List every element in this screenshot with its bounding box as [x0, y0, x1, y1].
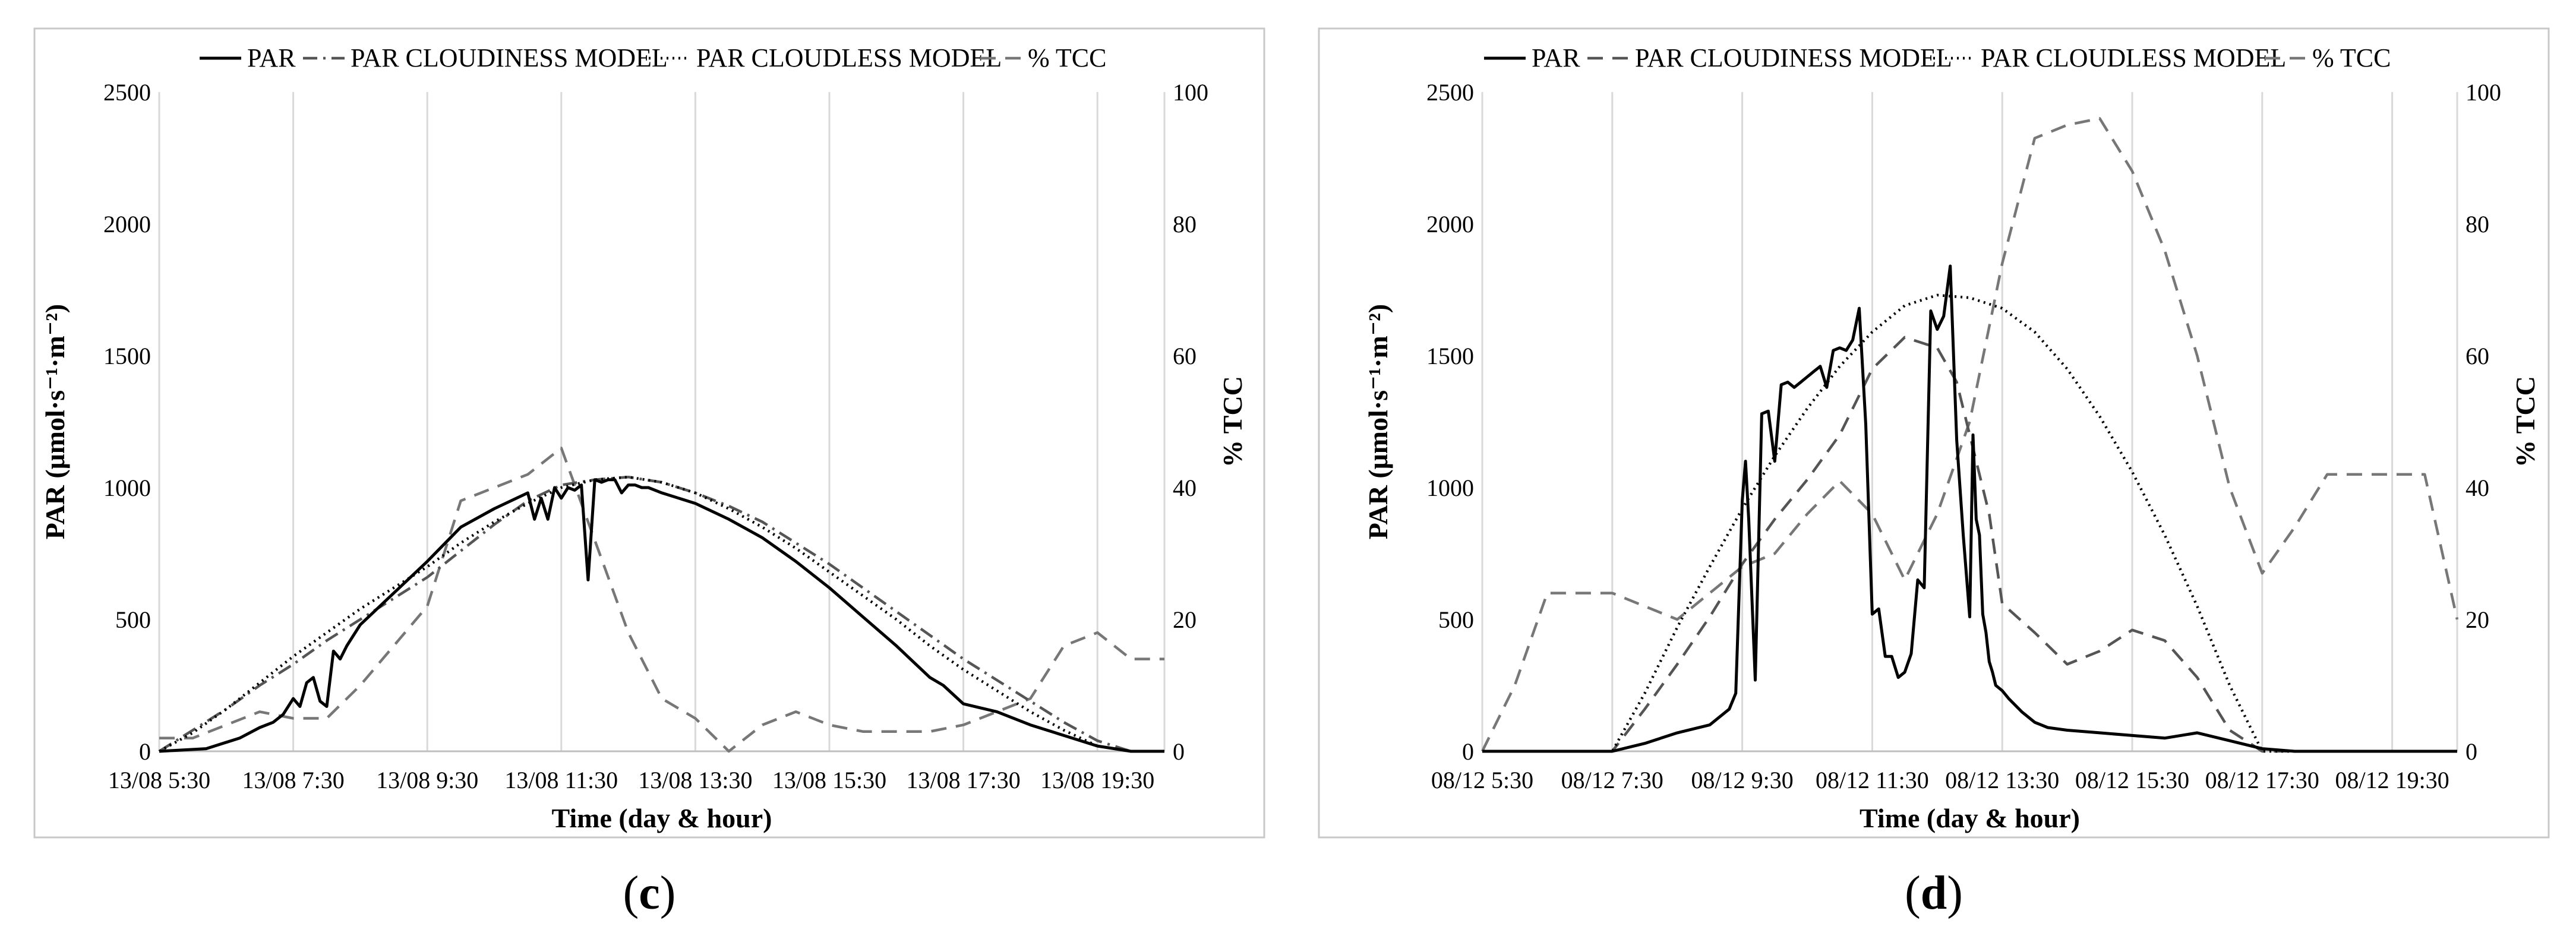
legend-label: % TCC	[1028, 43, 1106, 72]
panel-label-open: (	[1905, 867, 1921, 919]
x-tick-label: 13/08 7:30	[242, 767, 344, 793]
y-tick-label: 2000	[103, 211, 151, 238]
y2-tick-label: 60	[2465, 343, 2489, 369]
vertical-gridlines	[158, 92, 1166, 751]
y2-tick-label: 60	[1173, 343, 1197, 369]
panel-label-close: )	[660, 867, 676, 919]
vertical-gridlines	[1481, 92, 2458, 751]
legend-label: PAR	[1532, 43, 1580, 72]
y-tick-label: 2500	[1426, 79, 1474, 106]
x-tick-label: 08/12 7:30	[1561, 767, 1663, 793]
panel-label-letter: d	[1921, 867, 1947, 919]
series-line-par-cloudless-model	[158, 475, 1164, 753]
y-tick-label: 1500	[103, 343, 151, 369]
y2-tick-label: 0	[1173, 738, 1185, 765]
y-tick-label: 2000	[1426, 211, 1474, 238]
y-tick-label: 1500	[1426, 343, 1474, 369]
y2-tick-label: 100	[2465, 79, 2501, 106]
y2-tick-label: 80	[1173, 211, 1197, 238]
y2-tick-label: 20	[1173, 606, 1197, 633]
y2-tick-label: 40	[2465, 475, 2489, 501]
x-tick-label: 08/12 17:30	[2205, 767, 2319, 793]
legend-label: PAR CLOUDLESS MODEL	[696, 43, 1002, 72]
x-axis-title: Time (day & hour)	[552, 803, 772, 833]
y2-tick-label: 100	[1173, 79, 1208, 106]
chart-frame	[33, 27, 1265, 839]
x-tick-label: 13/08 5:30	[108, 767, 210, 793]
x-tick-label: 13/08 13:30	[638, 767, 752, 793]
legend-label: PAR CLOUDLESS MODEL	[1981, 43, 2286, 72]
chart-frame	[1318, 27, 2550, 839]
legend: PAR PAR CLOUDINESS MODEL PAR CLOUDLESS MOD…	[1484, 43, 2391, 72]
y-tick-label: 1000	[103, 475, 151, 501]
y2-tick-label: 0	[2465, 738, 2477, 765]
chart-panel-c: 0 500 1000 1500 2000 2500 0 20 40 60 80 100 13/08 5:…	[33, 27, 1265, 919]
legend: PAR PAR CLOUDINESS MODEL PAR CLOUDLESS MOD…	[200, 43, 1106, 72]
y2-tick-label: 40	[1173, 475, 1197, 501]
legend-label: PAR CLOUDINESS MODEL	[351, 43, 668, 72]
y-tick-label: 500	[1438, 606, 1474, 633]
series-line-tcc	[1480, 117, 2459, 752]
x-tick-label: 13/08 19:30	[1040, 767, 1154, 793]
x-tick-label: 13/08 9:30	[376, 767, 478, 793]
series-line-par	[1482, 264, 2457, 753]
panel-label-close: )	[1947, 867, 1963, 919]
legend-label: PAR CLOUDINESS MODEL	[1635, 43, 1952, 72]
y-tick-label: 0	[1462, 738, 1474, 765]
legend-label: % TCC	[2312, 43, 2391, 72]
panel-label-letter: c	[639, 867, 660, 919]
series-line-par	[159, 478, 1164, 753]
panel-label-open: (	[623, 867, 639, 919]
y-tick-label: 500	[115, 606, 151, 633]
series-line-par-cloudiness-model	[158, 475, 1164, 753]
x-axis-title: Time (day & hour)	[1860, 803, 2080, 833]
x-tick-label: 08/12 13:30	[1945, 767, 2059, 793]
series-line-par-cloudless-model	[1482, 293, 2457, 753]
y-tick-label: 0	[139, 738, 151, 765]
y-tick-label: 2500	[103, 79, 151, 106]
x-tick-label: 08/12 15:30	[2075, 767, 2189, 793]
y-tick-label: 1000	[1426, 475, 1474, 501]
y2-tick-label: 80	[2465, 211, 2489, 238]
legend-label: PAR	[247, 43, 296, 72]
panel-label: (c)	[623, 867, 676, 919]
x-tick-label: 08/12 11:30	[1816, 767, 1929, 793]
chart-panel-d: 0 500 1000 1500 2000 2500 0 20 40 60 80 100 08/12 5:…	[1318, 27, 2550, 919]
y2-axis-title: % TCC	[2510, 376, 2540, 467]
x-tick-label: 13/08 17:30	[906, 767, 1020, 793]
y2-tick-label: 20	[2465, 606, 2489, 633]
x-tick-label: 13/08 15:30	[772, 767, 886, 793]
x-tick-label: 13/08 11:30	[504, 767, 618, 793]
y-axis-title: PAR (μmol·s⁻¹·m⁻²)	[1363, 304, 1393, 539]
x-tick-label: 08/12 19:30	[2335, 767, 2449, 793]
y-axis-title: PAR (μmol·s⁻¹·m⁻²)	[40, 304, 70, 539]
y2-axis-title: % TCC	[1217, 376, 1248, 467]
panel-label: (d)	[1905, 867, 1963, 919]
x-tick-label: 08/12 9:30	[1691, 767, 1793, 793]
x-tick-label: 08/12 5:30	[1431, 767, 1533, 793]
